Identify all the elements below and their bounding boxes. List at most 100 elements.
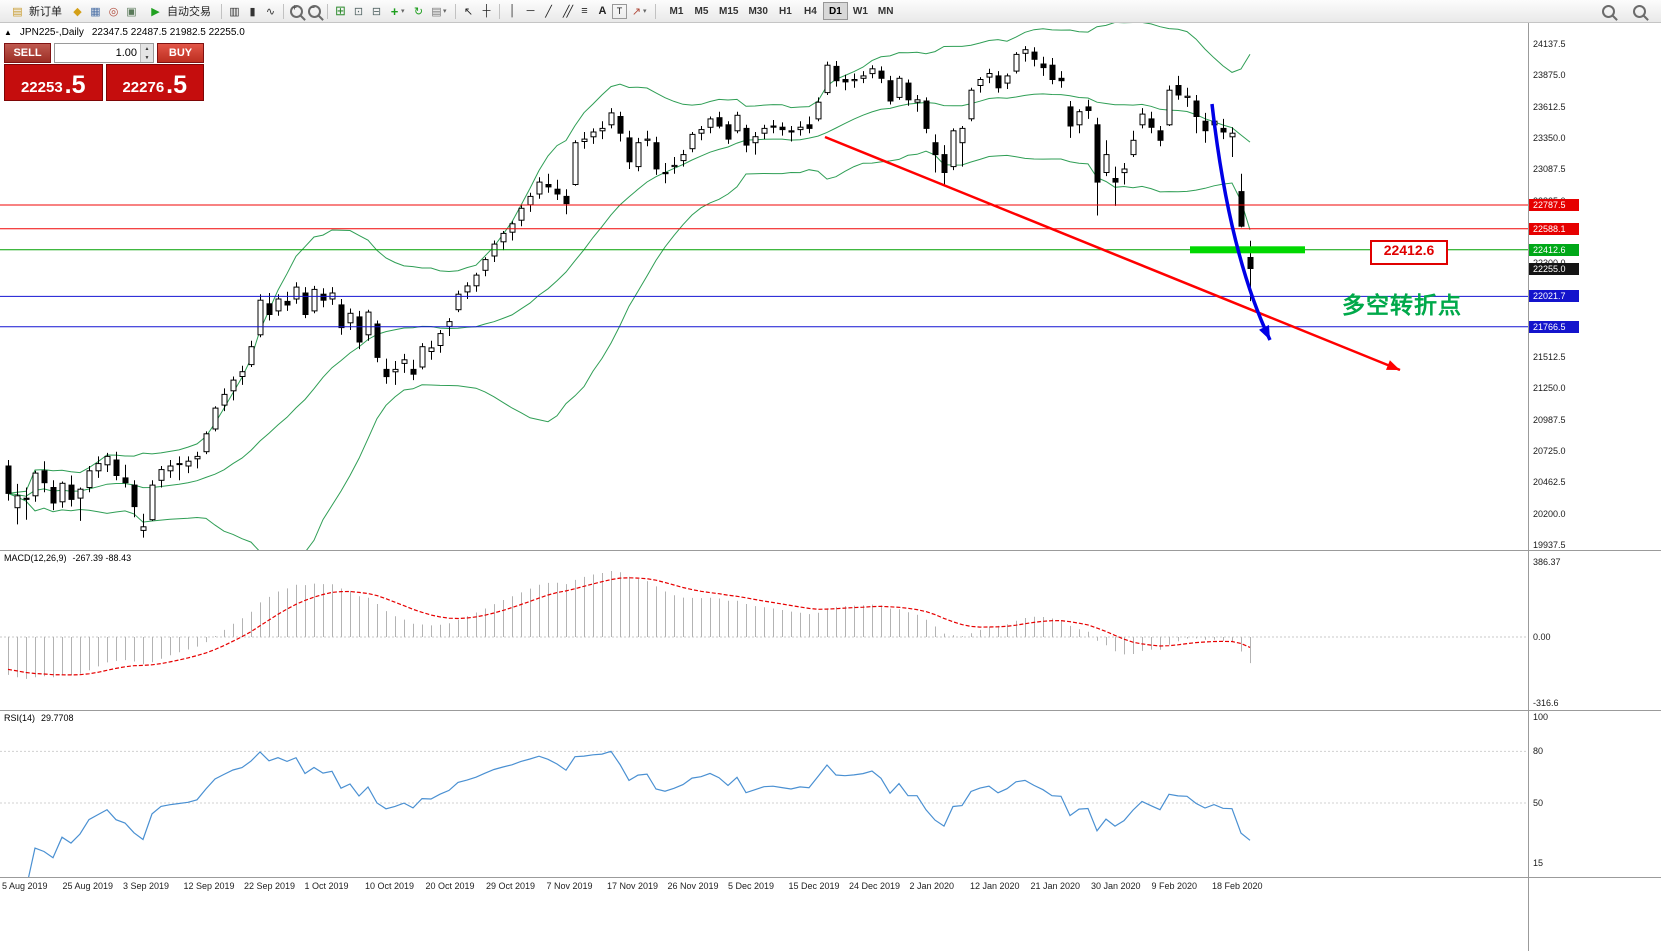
- indicators-icon[interactable]: +: [390, 3, 399, 19]
- toolbar-separator: [327, 3, 328, 19]
- chart-title: ▲ JPN225-,Daily 22347.5 22487.5 21982.5 …: [4, 27, 245, 38]
- channel-icon[interactable]: ╱╱: [562, 5, 573, 18]
- fibonacci-icon[interactable]: ≡: [581, 5, 588, 17]
- toolbar-right-group: [1600, 2, 1648, 20]
- buy-price-panel[interactable]: 22276 .5: [105, 64, 204, 101]
- y-axis-label: 19937.5: [1533, 540, 1566, 550]
- indicators-caret-icon[interactable]: ▾: [401, 8, 405, 15]
- x-axis-label: 1 Oct 2019: [304, 881, 349, 891]
- macd-axis-label: 386.37: [1533, 557, 1561, 567]
- time-axis[interactable]: 5 Aug 2019 25 Aug 2019 3 Sep 2019 12 Sep 20…: [0, 879, 1528, 895]
- trendline-icon[interactable]: ╱: [545, 5, 552, 18]
- line-chart-icon[interactable]: ∿: [265, 5, 276, 18]
- turning-point-note[interactable]: 多空转折点: [1342, 292, 1462, 318]
- chart-search-icon[interactable]: [1631, 2, 1648, 20]
- toolbar-separator: [655, 3, 656, 19]
- toolbar: ▤ 新订单 ◆ ▦ ◎ ▣ ▶ 自动交易 ▥ ▮ ∿ + − ⊞ ⊡ ⊟ + ▾…: [0, 0, 1661, 23]
- periods-icon[interactable]: ↻: [413, 5, 424, 18]
- y-axis-label: 23875.0: [1533, 70, 1566, 81]
- price-tag: 22412.6: [1529, 243, 1579, 256]
- volume-widget: ▲ ▼: [54, 43, 154, 63]
- data-window-icon[interactable]: ▦: [90, 5, 101, 18]
- horizontal-line-icon[interactable]: ─: [526, 5, 535, 17]
- bar-chart-icon[interactable]: ▥: [229, 5, 240, 18]
- autotrading-button[interactable]: ▶ 自动交易: [141, 1, 217, 21]
- tile-windows-icon[interactable]: ⊞: [335, 3, 346, 18]
- timeframe-MN[interactable]: MN: [873, 2, 899, 20]
- panel-separator[interactable]: [0, 877, 1661, 878]
- zoom-in-icon[interactable]: +: [288, 2, 305, 20]
- volume-down-icon[interactable]: ▼: [141, 53, 153, 62]
- x-axis-label: 10 Oct 2019: [365, 881, 415, 891]
- plus-sign: +: [292, 2, 297, 12]
- x-axis-label: 30 Jan 2020: [1091, 881, 1141, 891]
- macd-indicator-panel[interactable]: [0, 550, 1528, 710]
- cursor-icon[interactable]: ↖: [463, 5, 474, 18]
- x-axis-label: 25 Aug 2019: [62, 881, 114, 891]
- text-label-icon[interactable]: T: [612, 3, 627, 19]
- timeframe-W1[interactable]: W1: [848, 2, 873, 20]
- x-axis-label: 24 Dec 2019: [849, 881, 901, 891]
- buy-price-fraction: .5: [166, 71, 188, 99]
- rsi-value: 29.7708: [41, 713, 74, 723]
- templates-icon[interactable]: ▤: [431, 5, 442, 18]
- templates-caret-icon[interactable]: ▾: [443, 8, 447, 15]
- buy-button[interactable]: BUY: [157, 43, 204, 63]
- candles: [5, 46, 1254, 538]
- navigator-icon[interactable]: ◎: [108, 5, 119, 18]
- x-axis-label: 17 Nov 2019: [607, 881, 659, 891]
- price-tag: 22021.7: [1529, 290, 1579, 303]
- timeframe-H1[interactable]: H1: [773, 2, 798, 20]
- macd-axis-label: -316.6: [1533, 698, 1559, 708]
- shapes-caret-icon[interactable]: ▾: [643, 8, 647, 15]
- support-price-callout[interactable]: 22412.6: [1370, 240, 1448, 265]
- rsi-indicator-panel[interactable]: [0, 710, 1528, 877]
- main-price-chart[interactable]: [0, 22, 1528, 550]
- vertical-line-icon[interactable]: │: [509, 5, 516, 17]
- sell-price-panel[interactable]: 22253 .5: [4, 64, 103, 101]
- crosshair-icon[interactable]: ┼: [482, 5, 491, 17]
- minus-sign: −: [310, 2, 315, 12]
- panel-separator[interactable]: [0, 550, 1661, 551]
- text-icon[interactable]: A: [598, 5, 607, 17]
- arrange-windows-icon[interactable]: ⊟: [371, 5, 382, 18]
- market-watch-icon[interactable]: ◆: [73, 5, 82, 18]
- timeframe-M15[interactable]: M15: [714, 2, 743, 20]
- terminal-icon[interactable]: ▣: [126, 5, 137, 18]
- price-axis[interactable]: 24137.523875.023612.523350.023087.522825…: [1528, 22, 1661, 951]
- volume-input[interactable]: [55, 44, 140, 62]
- volume-up-icon[interactable]: ▲: [141, 44, 153, 53]
- chart-window: 24137.523875.023612.523350.023087.522825…: [0, 22, 1661, 951]
- buy-price: 22276: [122, 79, 165, 96]
- rsi-header: RSI(14) 29.7708: [4, 713, 74, 723]
- shapes-icon[interactable]: ↗: [631, 5, 642, 18]
- timeframe-M5[interactable]: M5: [689, 2, 714, 20]
- symbol-search-icon[interactable]: [1600, 2, 1617, 20]
- window-marker-icon: ▲: [4, 28, 12, 37]
- panel-separator[interactable]: [0, 710, 1661, 711]
- macd-header: MACD(12,26,9) -267.39 -88.43: [4, 553, 131, 563]
- macd-axis-label: 0.00: [1533, 632, 1551, 642]
- cascade-windows-icon[interactable]: ⊡: [353, 5, 364, 18]
- sell-price: 22253: [20, 79, 63, 96]
- price-tag: 21766.5: [1529, 320, 1579, 333]
- sell-button[interactable]: SELL: [4, 43, 51, 63]
- new-order-icon: ▤: [12, 5, 23, 18]
- rsi-axis-label: 100: [1533, 712, 1549, 722]
- x-axis-label: 5 Dec 2019: [728, 881, 775, 891]
- y-axis-label: 23087.5: [1533, 164, 1566, 175]
- new-order-label: 新订单: [29, 6, 62, 18]
- candlestick-chart-icon[interactable]: ▮: [249, 5, 256, 18]
- y-axis-label: 23350.0: [1533, 132, 1566, 143]
- timeframe-M30[interactable]: M30: [743, 2, 772, 20]
- timeframe-H4[interactable]: H4: [798, 2, 823, 20]
- timeframe-M1[interactable]: M1: [664, 2, 689, 20]
- y-axis-label: 21250.0: [1533, 383, 1566, 394]
- bollinger-bands: [7, 22, 1251, 550]
- y-axis-label: 20725.0: [1533, 446, 1566, 457]
- zoom-out-icon[interactable]: −: [306, 2, 323, 20]
- new-order-button[interactable]: ▤ 新订单: [3, 1, 68, 21]
- timeframe-D1[interactable]: D1: [822, 2, 848, 20]
- price-tag: 22787.5: [1529, 199, 1579, 211]
